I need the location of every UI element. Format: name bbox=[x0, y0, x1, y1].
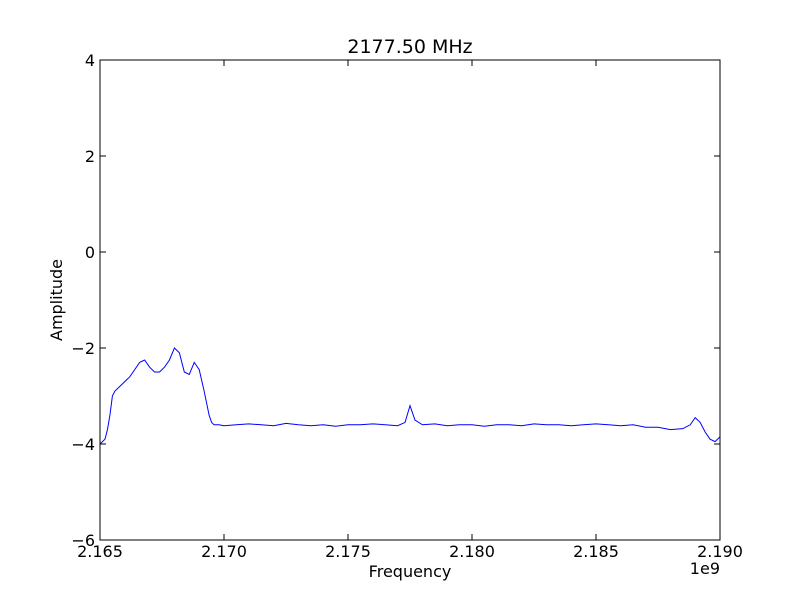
plot-frame bbox=[99, 59, 721, 541]
x-axis-offset-label: 1e9 bbox=[690, 559, 720, 578]
plot-area bbox=[100, 60, 720, 540]
chart-title: 2177.50 MHz bbox=[347, 36, 472, 58]
x-tick-label: 2.175 bbox=[325, 542, 371, 561]
y-axis-ticks: −6 −4 −2 0 2 4 bbox=[71, 51, 720, 550]
x-tick-label: 2.170 bbox=[201, 542, 247, 561]
y-tick-label: −2 bbox=[71, 339, 95, 358]
x-axis-label: Frequency bbox=[369, 562, 452, 581]
series-line bbox=[99, 347, 721, 445]
y-tick-label: −6 bbox=[71, 531, 95, 550]
y-tick-label: −4 bbox=[71, 435, 95, 454]
x-tick-label: 2.180 bbox=[449, 542, 495, 561]
x-tick-label: 2.165 bbox=[77, 542, 123, 561]
x-tick-label: 2.185 bbox=[573, 542, 619, 561]
x-tick-label: 2.190 bbox=[697, 542, 743, 561]
y-tick-label: 0 bbox=[85, 243, 95, 262]
y-tick-label: 2 bbox=[85, 147, 95, 166]
x-axis-ticks: 2.165 2.170 2.175 2.180 2.185 2.190 bbox=[77, 60, 743, 561]
y-tick-label: 4 bbox=[85, 51, 95, 70]
y-axis-label: Amplitude bbox=[47, 259, 66, 341]
